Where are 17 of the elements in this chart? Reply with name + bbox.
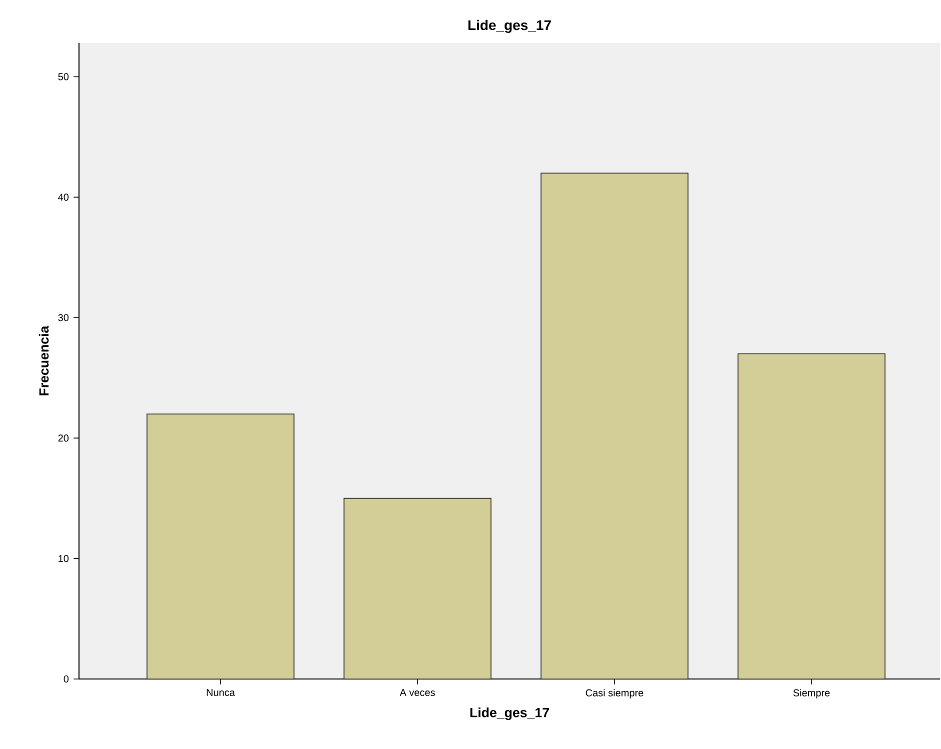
y-tick-label: 30: [58, 314, 69, 322]
y-tick-label: 0: [64, 675, 69, 683]
bar: [146, 414, 294, 679]
y-tick-label: 10: [58, 555, 69, 562]
x-tick-label: Casi siempre: [586, 689, 644, 698]
bar: [540, 172, 688, 679]
bar: [738, 353, 886, 679]
y-axis-title: Frecuencia: [38, 326, 49, 396]
y-tick-label: 40: [58, 194, 69, 201]
x-tick-label: Siempre: [793, 689, 830, 698]
x-tick-label: Nunca: [206, 689, 235, 696]
x-axis-title: Lide_ges_17: [470, 708, 549, 720]
x-tick-label: A veces: [400, 689, 435, 696]
bar: [344, 498, 492, 679]
chart-title: Lide_ges_17: [468, 20, 551, 33]
y-tick-label: 20: [58, 434, 69, 442]
y-tick-label: 50: [58, 73, 69, 80]
